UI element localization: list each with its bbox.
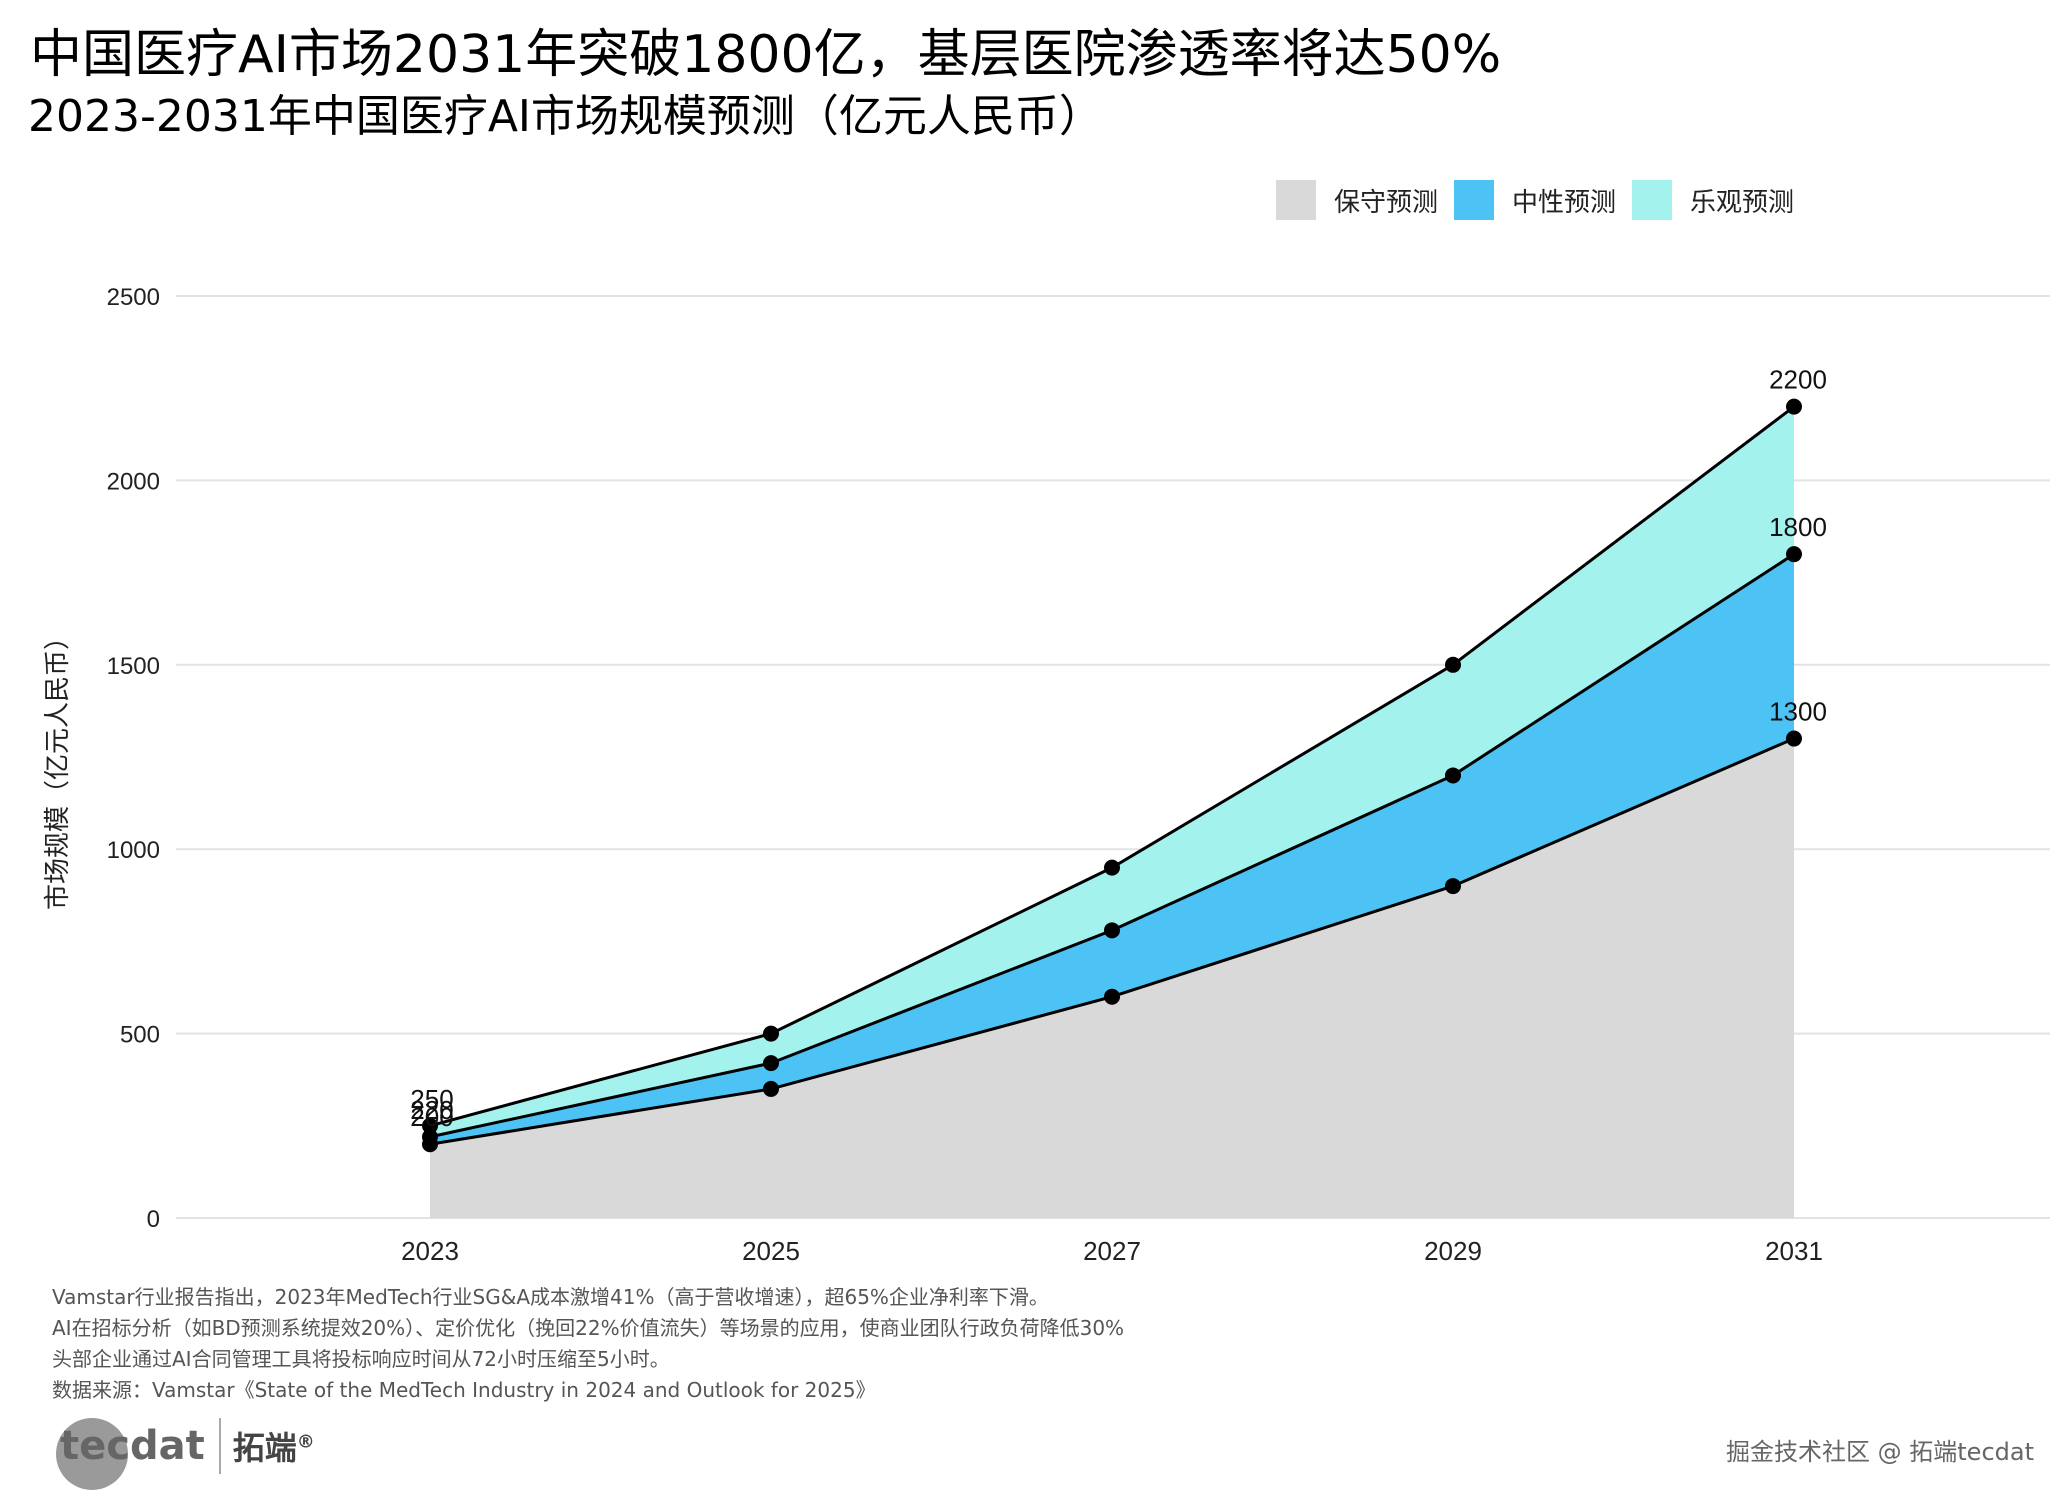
y-tick-label-500: 500 — [120, 1022, 160, 1049]
notes: Vamstar行业报告指出，2023年MedTech行业SG&A成本激增41%（… — [52, 1282, 1124, 1406]
y-axis-ticks: 0 500 1000 1500 2000 2500 — [107, 284, 160, 1233]
watermark: 掘金技术社区 @ 拓端tecdat — [1726, 1438, 2034, 1466]
y-tick-label-0: 0 — [147, 1206, 160, 1233]
legend-item-optimistic: 乐观预测 — [1632, 180, 1794, 220]
note-line-1: Vamstar行业报告指出，2023年MedTech行业SG&A成本激增41%（… — [52, 1285, 1049, 1309]
data-label-2031-2200: 2200 — [1769, 365, 1827, 395]
legend-item-neutral: 中性预测 — [1454, 180, 1616, 220]
logo-divider — [218, 1418, 221, 1474]
note-line-2: AI在招标分析（如BD预测系统提效20%）、定价优化（挽回22%价值流失）等场景… — [52, 1316, 1125, 1340]
point-conservative-2031 — [1786, 730, 1802, 747]
legend-swatch-optimistic — [1632, 180, 1673, 220]
data-label-2023-250: 250 — [410, 1084, 453, 1114]
tecdat-logo: tecdat 拓端® — [56, 1418, 315, 1490]
note-source: 数据来源：Vamstar《State of the MedTech Indust… — [52, 1378, 876, 1402]
x-tick-label-2031: 2031 — [1765, 1236, 1823, 1266]
logo-en: tecdat — [60, 1423, 205, 1469]
legend: 保守预测 中性预测 乐观预测 — [1276, 180, 1810, 220]
point-optimistic-2029 — [1445, 656, 1461, 673]
point-neutral-2023 — [422, 1128, 438, 1145]
point-optimistic-2027 — [1104, 859, 1120, 876]
y-tick-label-1000: 1000 — [107, 837, 160, 864]
y-axis-label: 市场规模（亿元人民币） — [43, 624, 73, 910]
area-conservative — [430, 738, 1794, 1218]
data-label-2031-1800: 1800 — [1769, 512, 1827, 542]
data-points — [422, 398, 1802, 1153]
point-neutral-2029 — [1445, 767, 1461, 784]
legend-swatch-conservative — [1276, 180, 1316, 220]
point-optimistic-2025 — [763, 1025, 779, 1042]
legend-label-neutral: 中性预测 — [1512, 187, 1617, 218]
area-neutral — [430, 554, 1794, 1145]
logo-cn: 拓端® — [232, 1429, 315, 1467]
legend-swatch-neutral — [1454, 180, 1495, 220]
x-tick-label-2029: 2029 — [1424, 1236, 1482, 1266]
x-tick-label-2023: 2023 — [401, 1236, 459, 1266]
area-series — [430, 406, 1794, 1218]
point-neutral-2031 — [1786, 546, 1802, 563]
legend-label-optimistic: 乐观预测 — [1690, 187, 1795, 218]
point-conservative-2027 — [1104, 988, 1120, 1005]
y-tick-label-2500: 2500 — [107, 284, 160, 311]
point-neutral-2027 — [1104, 922, 1120, 939]
point-conservative-2025 — [763, 1080, 779, 1097]
point-optimistic-2031 — [1786, 398, 1802, 415]
data-label-2023-200: 200 — [410, 1102, 453, 1132]
note-line-3: 头部企业通过AI合同管理工具将投标响应时间从72小时压缩至5小时。 — [52, 1347, 670, 1371]
chart-subtitle: 2023-2031年中国医疗AI市场规模预测（亿元人民币） — [28, 91, 1103, 142]
x-tick-label-2025: 2025 — [742, 1236, 800, 1266]
y-tick-label-2000: 2000 — [107, 468, 160, 495]
legend-label-conservative: 保守预测 — [1334, 187, 1439, 218]
point-conservative-2029 — [1445, 878, 1461, 895]
point-neutral-2025 — [763, 1055, 779, 1072]
legend-item-conservative: 保守预测 — [1276, 180, 1438, 220]
data-label-2023-220: 220 — [410, 1095, 453, 1125]
data-label-2031-1300: 1300 — [1769, 697, 1827, 727]
chart-title: 中国医疗AI市场2031年突破1800亿，基层医院渗透率将达50% — [30, 25, 1502, 85]
x-tick-label-2027: 2027 — [1083, 1236, 1141, 1266]
x-axis-ticks: 2023 2025 2027 2029 2031 — [401, 1236, 1823, 1266]
y-tick-label-1500: 1500 — [107, 653, 160, 680]
logo-circle — [56, 1418, 128, 1490]
point-optimistic-2023 — [422, 1117, 438, 1134]
